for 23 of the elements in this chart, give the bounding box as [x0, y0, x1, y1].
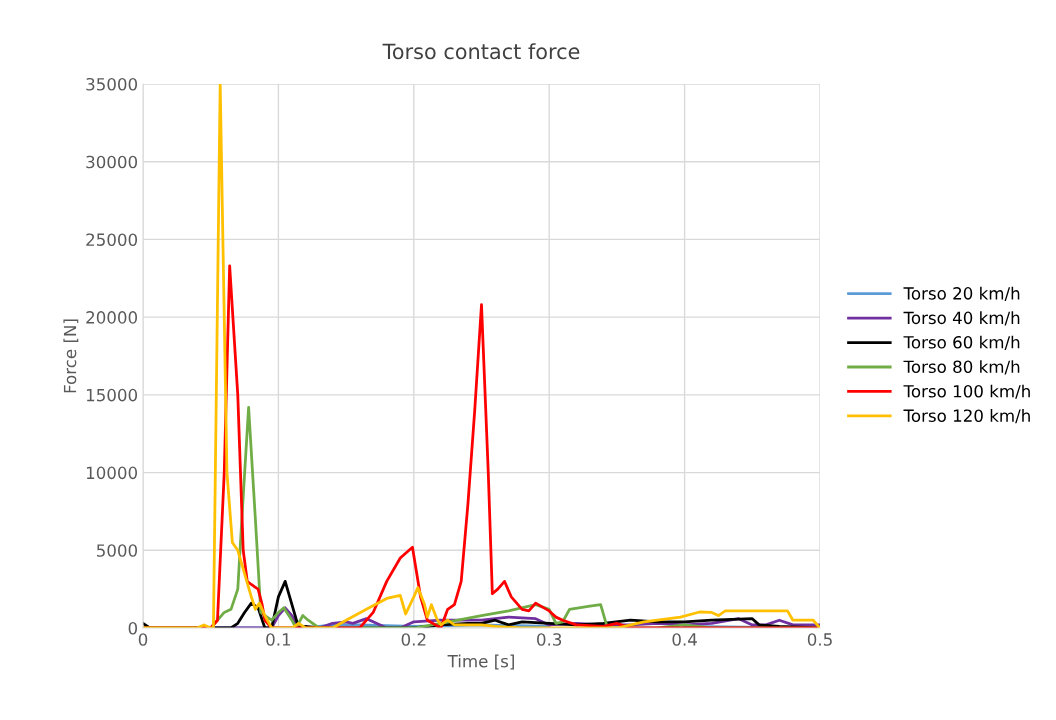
y-tick-label: 15000 — [86, 388, 138, 402]
legend-label: Torso 40 km/h — [903, 311, 1020, 326]
legend-label: Torso 100 km/h — [903, 384, 1030, 399]
y-tick-label: 25000 — [86, 233, 138, 246]
x-tick-label: 0.3 — [537, 633, 562, 646]
y-tick-label: 10000 — [86, 466, 138, 480]
chart-title: Torso contact force — [382, 43, 580, 60]
y-tick-label: 30000 — [86, 155, 138, 169]
x-tick-label: 0 — [138, 633, 148, 646]
legend-label: Torso 60 km/h — [903, 335, 1020, 350]
y-axis-title: Force [N] — [63, 319, 79, 393]
x-tick-label: 0.5 — [807, 633, 832, 646]
y-tick-label: 35000 — [86, 77, 138, 91]
x-tick-label: 0.4 — [672, 633, 697, 646]
y-tick-label: 20000 — [86, 311, 138, 324]
legend-label: Torso 120 km/h — [903, 409, 1030, 424]
x-tick-label: 0.2 — [401, 633, 426, 646]
y-tick-label: 0 — [128, 621, 138, 635]
legend-label: Torso 20 km/h — [903, 286, 1020, 301]
y-tick-label: 5000 — [97, 544, 138, 557]
x-axis-title: Time [s] — [447, 654, 514, 670]
legend-label: Torso 80 km/h — [903, 360, 1020, 375]
x-tick-label: 0.1 — [266, 633, 291, 646]
